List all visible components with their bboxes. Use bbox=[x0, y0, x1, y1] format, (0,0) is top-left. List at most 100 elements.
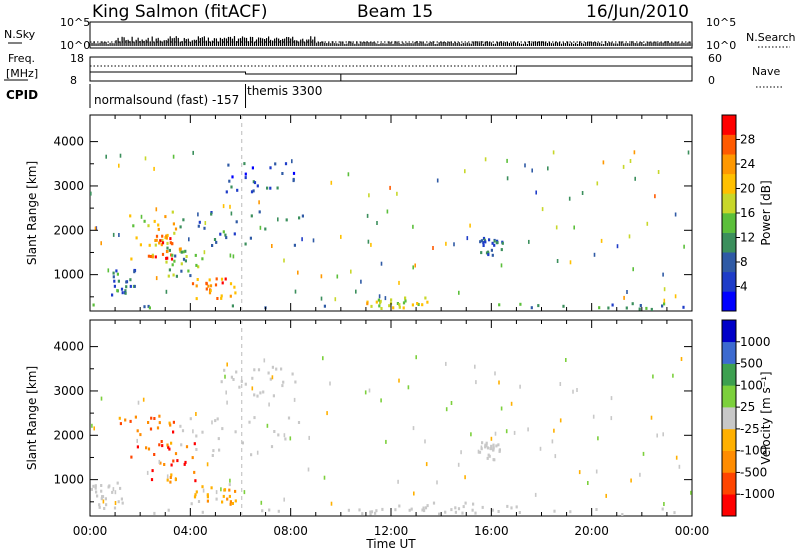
power-sparse-echo bbox=[396, 191, 398, 196]
power-echo-0 bbox=[116, 272, 119, 276]
velocity-echo-2 bbox=[183, 462, 186, 466]
velocity-sparse-echo bbox=[551, 439, 554, 444]
velocity-echo-8 bbox=[498, 448, 501, 452]
velocity-echo-1 bbox=[153, 417, 156, 420]
velocity-echo-7 bbox=[426, 504, 429, 508]
power-sparse-echo bbox=[535, 190, 537, 195]
power-sparse-echo bbox=[140, 214, 143, 219]
velocity-echo-5 bbox=[291, 372, 294, 376]
velocity-sparse-echo bbox=[498, 380, 500, 385]
velocity-echo-2 bbox=[174, 452, 178, 456]
power-echo-1 bbox=[166, 233, 169, 237]
velocity-sparse-echo bbox=[385, 439, 387, 444]
nsky-label: N.Sky bbox=[4, 28, 36, 41]
power-sparse-echo bbox=[600, 238, 603, 243]
power-echo-6 bbox=[281, 172, 284, 175]
power-echo-8 bbox=[377, 298, 380, 302]
power-echo-5 bbox=[182, 218, 185, 222]
colorbar-swatch bbox=[722, 291, 736, 312]
power-echo-4 bbox=[229, 282, 233, 286]
velocity-echo-3 bbox=[206, 499, 209, 503]
velocity-echo-2 bbox=[166, 478, 169, 482]
power-sparse-echo bbox=[568, 196, 571, 201]
power-echo-5 bbox=[198, 220, 201, 224]
power-echo-2 bbox=[155, 238, 158, 242]
power-sparse-echo bbox=[687, 150, 690, 155]
velocity-echo-2 bbox=[191, 456, 194, 460]
velocity-echo-0 bbox=[100, 489, 103, 493]
velocity-sparse-echo bbox=[263, 358, 266, 363]
power-sparse-echo bbox=[552, 150, 555, 155]
power-echo-8 bbox=[398, 305, 401, 309]
y-tick-label: 1000 bbox=[53, 268, 84, 282]
power-echo-0 bbox=[125, 280, 128, 284]
power-echo-4 bbox=[208, 278, 211, 282]
power-sparse-echo bbox=[229, 253, 232, 258]
velocity-echo-5 bbox=[271, 365, 274, 369]
power-sparse-echo bbox=[95, 226, 98, 231]
velocity-echo-6 bbox=[438, 512, 441, 516]
power-sparse-echo bbox=[569, 260, 572, 265]
velocity-sparse-echo bbox=[424, 439, 426, 444]
velocity-echo-4 bbox=[234, 430, 237, 434]
colorbar-tick-label: -1000 bbox=[740, 487, 775, 501]
velocity-echo-6 bbox=[553, 509, 556, 513]
velocity-echo-8 bbox=[497, 443, 500, 447]
power-sparse-echo bbox=[412, 265, 414, 270]
power-sparse-echo bbox=[355, 289, 357, 294]
velocity-echo-7 bbox=[515, 505, 518, 509]
velocity-echo-5 bbox=[244, 382, 247, 386]
velocity-sparse-echo bbox=[226, 362, 228, 367]
power-echo-8 bbox=[366, 300, 369, 304]
velocity-echo-3 bbox=[222, 494, 225, 498]
y-tick-label: 2000 bbox=[53, 223, 84, 237]
velocity-echo-7 bbox=[506, 504, 509, 508]
velocity-echo-7 bbox=[432, 501, 436, 505]
velocity-echo-4 bbox=[195, 448, 198, 451]
velocity-sparse-echo bbox=[202, 488, 205, 493]
power-echo-9 bbox=[482, 241, 485, 245]
colorbar-swatch bbox=[722, 407, 736, 430]
velocity-sparse-echo bbox=[639, 472, 641, 477]
velocity-echo-4 bbox=[250, 453, 253, 457]
power-echo-7 bbox=[519, 302, 522, 306]
colorbar-tick-label: 500 bbox=[740, 357, 763, 371]
power-sparse-echo bbox=[144, 156, 147, 161]
power-sparse-echo bbox=[547, 166, 549, 171]
x-tick-label: 20:00 bbox=[574, 524, 609, 538]
velocity-sparse-echo bbox=[605, 493, 607, 498]
velocity-echo-1 bbox=[147, 447, 151, 451]
velocity-echo-1 bbox=[136, 429, 139, 433]
velocity-sparse-echo bbox=[114, 501, 117, 505]
velocity-echo-8 bbox=[487, 453, 490, 457]
velocity-echo-1 bbox=[156, 426, 160, 430]
power-echo-3 bbox=[195, 263, 198, 267]
velocity-echo-5 bbox=[262, 390, 265, 394]
velocity-echo-4 bbox=[284, 437, 287, 441]
velocity-echo-0 bbox=[101, 495, 105, 499]
nsky-tick-top: 10^5 bbox=[60, 16, 90, 29]
velocity-echo-6 bbox=[268, 508, 271, 512]
velocity-echo-0 bbox=[120, 497, 123, 501]
velocity-echo-8 bbox=[492, 446, 495, 450]
nave-tick-top: 60 bbox=[708, 52, 722, 65]
velocity-echo-7 bbox=[421, 508, 424, 512]
colorbar-swatch bbox=[722, 252, 736, 273]
power-echo-1 bbox=[157, 227, 160, 231]
power-sparse-echo bbox=[556, 259, 559, 263]
velocity-echo-3 bbox=[231, 502, 234, 505]
power-echo-0 bbox=[113, 279, 116, 283]
power-echo-5 bbox=[210, 211, 213, 214]
power-sparse-echo bbox=[222, 204, 225, 209]
power-echo-6 bbox=[269, 186, 272, 190]
power-y-axis-label: Slant Range [km] bbox=[25, 161, 39, 265]
velocity-echo-5 bbox=[251, 376, 254, 380]
velocity-sparse-echo bbox=[251, 386, 254, 391]
nave-label: Nave bbox=[752, 65, 780, 78]
power-echo-6 bbox=[231, 175, 234, 179]
power-echo-7 bbox=[639, 304, 642, 307]
power-echo-0 bbox=[125, 285, 128, 289]
power-echo-6 bbox=[244, 172, 247, 176]
velocity-echo-0 bbox=[117, 500, 120, 504]
velocity-sparse-echo bbox=[445, 361, 447, 366]
